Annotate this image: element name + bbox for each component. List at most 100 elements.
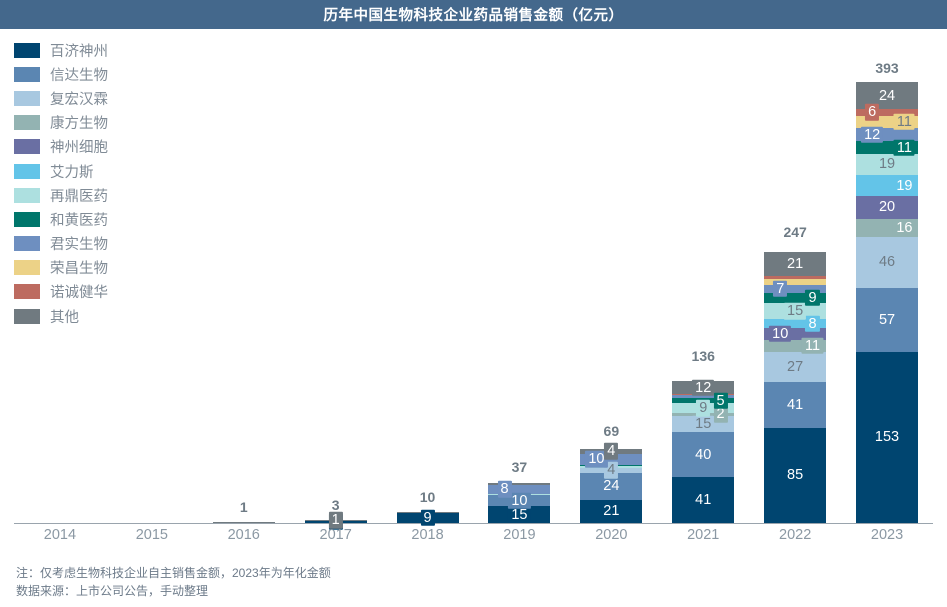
bar-segment[interactable]: 9 [764,289,827,306]
bar-segment[interactable]: 41 [672,477,735,523]
bar-segment-value: 41 [787,396,804,413]
bar-segment-value: 40 [695,446,712,463]
legend-item-label: 艾力斯 [50,164,94,181]
legend-item[interactable]: 神州细胞 [14,135,164,159]
legend-swatch-icon [14,163,40,179]
bar-segment[interactable]: 57 [856,288,919,352]
legend-item-label: 信达生物 [50,67,108,84]
bar-segment[interactable]: 16 [856,218,919,237]
legend-item-label: 神州细胞 [50,140,108,157]
legend-item[interactable]: 君实生物 [14,232,164,256]
x-axis-tick-label: 2017 [319,527,352,543]
legend-item[interactable]: 康方生物 [14,111,164,135]
bar-segment-value: 85 [787,467,804,484]
bar-segment[interactable]: 20 [856,196,919,219]
x-axis-tick-labels: 2014 2015 2016 2017 2018 2019 2020 2021 2022 2023 [0,527,947,553]
bar-segment[interactable]: 15 [488,506,551,523]
legend-item-label: 再鼎医药 [50,188,108,205]
stacked-bar[interactable]: 21 24 4 10 4 [580,443,643,523]
bar-segment[interactable]: 12 [672,379,735,396]
bar-group[interactable]: 247 85 41 27 11 10 8 15 9 7 21 [749,53,841,523]
legend-swatch-icon [14,139,40,155]
bar-group[interactable]: 321 [290,53,382,531]
bar-total-label: 136 [691,347,715,364]
bar-segment[interactable]: 8 [488,481,551,498]
bar-segment[interactable] [764,275,827,280]
bar-segment[interactable]: 9 [396,509,459,527]
bar-segment-value: 8 [805,315,820,333]
bar-segment[interactable] [764,279,827,285]
bar-segment[interactable]: 8 [764,315,827,333]
legend-item-label: 荣昌生物 [50,261,108,278]
bar-group[interactable]: 393 153 57 46 16 20 19 19 11 12 11 6 24 [841,53,933,523]
bar-segment[interactable]: 153 [856,351,919,523]
legend-item[interactable]: 荣昌生物 [14,256,164,280]
bar-total-label: 393 [875,60,899,77]
legend-item[interactable]: 其他 [14,304,164,328]
stacked-bar[interactable]: 15 10 8 [488,481,551,523]
bar-group[interactable] [106,53,198,523]
bar-segment[interactable]: 19 [856,175,919,197]
bar-segment-value: 57 [878,311,896,328]
legend-swatch-icon [14,115,40,131]
legend-item[interactable]: 百济神州 [14,38,164,62]
legend-item-label: 和黄医药 [50,212,108,229]
bar-segment-value: 9 [420,509,435,527]
legend-swatch-icon [14,308,40,324]
bar-segment[interactable]: 41 [764,382,827,428]
stacked-bar[interactable]: 85 41 27 11 10 8 15 9 7 21 [764,252,827,523]
bar-segment[interactable]: 85 [764,427,827,523]
legend-item[interactable]: 艾力斯 [14,159,164,183]
bar-segment[interactable]: 10 [764,325,827,343]
bar-segment[interactable]: 21 [580,499,643,523]
legend-swatch-icon [14,260,40,276]
page-title: 历年中国生物科技企业药品销售金额（亿元） [323,8,624,24]
bar-segment-value: 12 [692,379,715,396]
bar-group[interactable]: 1 [198,53,290,523]
legend-item[interactable]: 和黄医药 [14,207,164,231]
legend-item[interactable]: 信达生物 [14,62,164,86]
bar-segment[interactable]: 4 [580,462,643,479]
bar-segment-value: 21 [603,503,620,519]
bar-segment[interactable] [212,521,275,523]
legend-item[interactable]: 诺诚健华 [14,280,164,304]
bar-segment[interactable]: 19 [856,153,919,176]
bar-group[interactable]: 37 15 10 8 [474,53,566,523]
chart-legend: 百济神州信达生物复宏汉霖 康方生物神州细胞艾力斯再鼎医药和黄医药君实生物荣昌生物诺… [14,38,164,328]
chart-footnotes: 注：仅考虑生物科技企业自主销售金额，2023年为年化金额 数据来源：上市公司公告，… [16,564,331,600]
stacked-bar[interactable] [212,521,275,523]
bar-segment-value: 15 [784,302,807,320]
bar-segment[interactable]: 27 [764,351,827,383]
x-axis-tick-label: 2014 [43,527,77,543]
bar-segment[interactable]: 6 [856,104,919,121]
bar-segment[interactable]: 12 [856,126,919,144]
bar-segment[interactable] [672,395,735,398]
bar-segment[interactable]: 21 [764,252,827,276]
bar-segment[interactable]: 1 [304,511,367,529]
bar-segment-value: 12 [861,126,884,144]
bar-segment[interactable] [488,482,551,485]
stacked-bar[interactable]: 21 [304,511,367,531]
bar-group[interactable] [14,53,106,523]
bar-segment[interactable]: 40 [672,432,735,478]
bar-segment-value: 11 [893,139,915,156]
legend-item[interactable]: 再鼎医药 [14,183,164,207]
stacked-bar[interactable]: 41 40 15 2 9 5 12 [672,379,735,523]
bar-segment[interactable]: 7 [764,280,827,297]
bar-segment[interactable]: 11 [856,139,919,156]
bar-segment[interactable]: 11 [764,337,827,354]
stacked-bar[interactable]: 153 57 46 16 20 19 19 11 12 11 6 24 [856,82,919,523]
bar-segment[interactable]: 10 [488,492,551,509]
bar-group[interactable]: 136 41 40 15 2 9 5 12 [657,53,749,523]
bar-segment-value: 153 [874,429,900,446]
bar-segment[interactable]: 46 [856,236,919,289]
x-axis-tick-label: 2016 [227,527,260,543]
stacked-bar[interactable]: 9 [396,509,459,527]
bar-group[interactable]: 10 9 [382,53,474,527]
bar-segment[interactable]: 4 [580,443,643,460]
bar-group[interactable]: 69 21 24 4 10 4 [565,53,657,523]
bar-segment-value: 21 [787,255,804,272]
bar-segment[interactable]: 9 [672,400,735,417]
bar-segment[interactable]: 15 [764,302,827,320]
legend-item[interactable]: 复宏汉霖 [14,86,164,110]
